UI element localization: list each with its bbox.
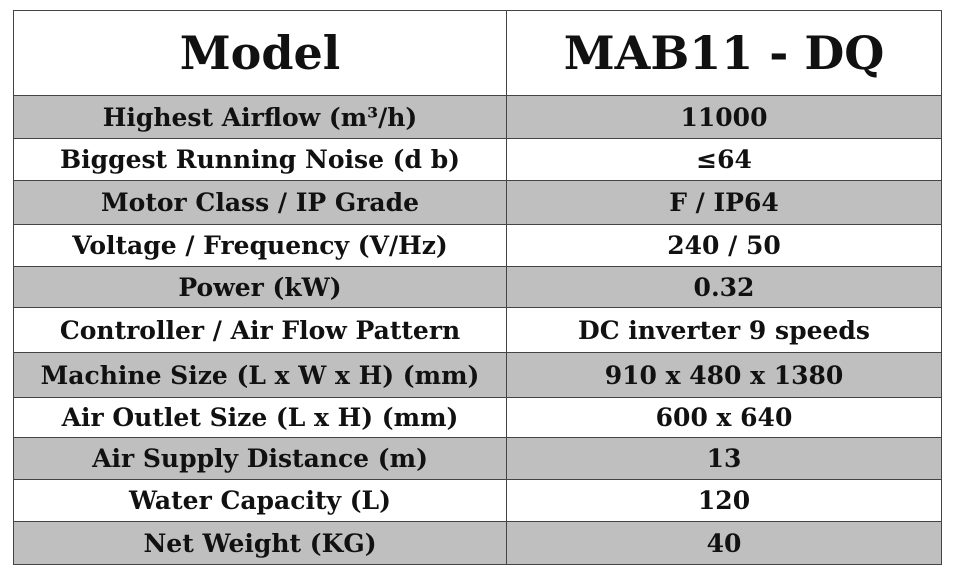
spec-value: 13: [506, 437, 942, 480]
spec-label: Water Capacity (L): [13, 479, 507, 522]
spec-row: Water Capacity (L) 120: [13, 479, 942, 522]
spec-row: Controller / Air Flow Pattern DC inverter…: [13, 307, 942, 353]
spec-row: Motor Class / IP Grade F / IP64: [13, 180, 942, 225]
spec-value: 0.32: [506, 266, 942, 308]
spec-label: Controller / Air Flow Pattern: [13, 307, 507, 353]
spec-table: Model MAB11 - DQ Highest Airflow (m³/h) 1…: [13, 10, 942, 565]
spec-value: 240 / 50: [506, 224, 942, 267]
spec-label: Biggest Running Noise (d b): [13, 138, 507, 181]
spec-value: 11000: [506, 95, 942, 139]
spec-value: 40: [506, 521, 942, 565]
spec-label: Power (kW): [13, 266, 507, 308]
spec-row: Machine Size (L x W x H) (mm) 910 x 480 x…: [13, 352, 942, 398]
spec-value: F / IP64: [506, 180, 942, 225]
spec-row: Air Supply Distance (m) 13: [13, 437, 942, 480]
header-cell: MAB11 - DQ: [506, 10, 942, 96]
spec-row: Highest Airflow (m³/h) 11000: [13, 95, 942, 139]
spec-label: Net Weight (KG): [13, 521, 507, 565]
spec-label: Motor Class / IP Grade: [13, 180, 507, 225]
spec-row: Net Weight (KG) 40: [13, 521, 942, 565]
spec-row: Air Outlet Size (L x H) (mm) 600 x 640: [13, 397, 942, 438]
spec-label: Voltage / Frequency (V/Hz): [13, 224, 507, 267]
spec-row: Voltage / Frequency (V/Hz) 240 / 50: [13, 224, 942, 267]
spec-value: DC inverter 9 speeds: [506, 307, 942, 353]
table-body: Model MAB11 - DQ Highest Airflow (m³/h) 1…: [13, 10, 942, 565]
spec-label: Machine Size (L x W x H) (mm): [13, 352, 507, 398]
spec-label: Highest Airflow (m³/h): [13, 95, 507, 139]
spec-row: Power (kW) 0.32: [13, 266, 942, 308]
header-cell: Model: [13, 10, 507, 96]
spec-value: 910 x 480 x 1380: [506, 352, 942, 398]
spec-value: ≤64: [506, 138, 942, 181]
spec-label: Air Outlet Size (L x H) (mm): [13, 397, 507, 438]
spec-label: Air Supply Distance (m): [13, 437, 507, 480]
spec-value: 600 x 640: [506, 397, 942, 438]
spec-value: 120: [506, 479, 942, 522]
spec-row: Biggest Running Noise (d b) ≤64: [13, 138, 942, 181]
header-row: Model MAB11 - DQ: [13, 10, 942, 96]
